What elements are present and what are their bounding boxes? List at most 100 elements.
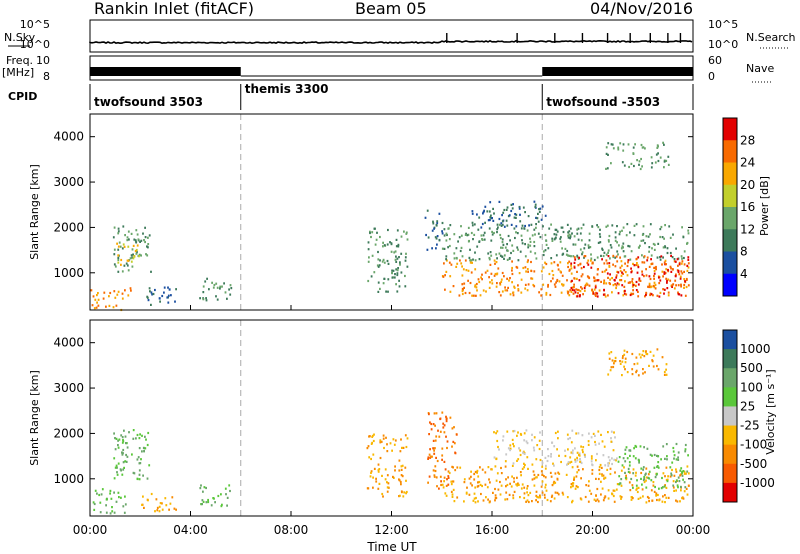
echo-cell — [377, 470, 380, 473]
echo-cell — [481, 222, 484, 226]
echo-cell — [570, 486, 572, 489]
echo-cell — [580, 286, 582, 289]
echo-cell — [501, 271, 504, 275]
echo-cell — [595, 459, 597, 462]
echo-cell — [607, 373, 610, 376]
echo-cell — [669, 236, 672, 239]
echo-cell — [523, 227, 526, 230]
echo-cell — [553, 464, 555, 467]
echo-cell — [150, 291, 153, 294]
echo-cell — [383, 446, 385, 450]
echo-cell — [676, 258, 679, 261]
echo-cell — [121, 292, 124, 295]
echo-cell — [633, 363, 636, 366]
echo-cell — [578, 256, 580, 259]
echo-cell — [476, 471, 478, 474]
echo-cell — [169, 502, 172, 505]
echo-cell — [644, 147, 646, 150]
echo-cell — [569, 235, 572, 238]
echo-cell — [485, 290, 487, 293]
echo-cell — [436, 485, 438, 488]
echo-cell — [619, 495, 622, 498]
echo-cell — [624, 262, 626, 265]
echo-cell — [463, 481, 466, 484]
echo-cell — [382, 495, 384, 498]
echo-cell — [539, 496, 542, 499]
echo-cell — [684, 294, 687, 297]
echo-cell — [138, 473, 141, 476]
echo-cell — [96, 492, 98, 495]
echo-cell — [569, 237, 571, 240]
echo-cell — [435, 412, 438, 415]
echo-cell — [517, 259, 520, 262]
echo-cell — [121, 247, 124, 250]
echo-cell — [658, 282, 661, 285]
echo-cell — [539, 207, 542, 210]
echo-cell — [141, 434, 143, 437]
echo-cell — [605, 253, 608, 256]
echo-cell — [665, 496, 668, 499]
echo-cell — [617, 271, 620, 274]
echo-cell — [512, 203, 514, 206]
echo-cell — [439, 475, 442, 478]
echo-cell — [615, 255, 618, 258]
echo-cell — [536, 444, 539, 447]
echo-cell — [603, 279, 606, 282]
echo-cell — [376, 231, 378, 234]
echo-cell — [463, 500, 465, 503]
echo-cell — [216, 298, 219, 301]
echo-cell — [584, 495, 587, 499]
echo-cell — [568, 254, 571, 257]
echo-cell — [624, 255, 627, 258]
echo-cell — [609, 282, 611, 286]
echo-cell — [602, 293, 605, 296]
echo-cell — [474, 285, 476, 288]
echo-cell — [511, 207, 514, 210]
echo-cell — [461, 287, 464, 291]
echo-cell — [582, 223, 585, 226]
echo-cell — [447, 246, 449, 249]
echo-cell — [566, 249, 569, 253]
echo-cell — [459, 259, 461, 262]
echo-cell — [434, 469, 437, 473]
echo-cell — [445, 415, 447, 418]
echo-cell — [499, 233, 502, 237]
echo-cell — [568, 294, 571, 297]
echo-cell — [494, 272, 497, 276]
echo-cell — [635, 223, 638, 226]
echo-cell — [683, 278, 686, 281]
echo-cell — [370, 457, 372, 461]
echo-cell — [511, 266, 513, 270]
echo-cell — [551, 494, 554, 497]
echo-cell — [578, 279, 581, 282]
echo-cell — [138, 447, 141, 450]
echo-cell — [512, 462, 515, 465]
echo-cell — [461, 265, 463, 268]
echo-cell — [646, 447, 649, 450]
echo-cell — [667, 475, 669, 478]
echo-cell — [645, 476, 648, 479]
echo-cell — [456, 496, 459, 499]
echo-cell — [204, 280, 207, 283]
echo-cell — [652, 284, 655, 287]
echo-cell — [91, 304, 94, 307]
echo-cell — [653, 453, 656, 457]
echo-cell — [642, 468, 644, 471]
echo-cell — [520, 278, 523, 281]
echo-cell — [603, 477, 606, 480]
echo-cell — [600, 433, 602, 436]
echo-cell — [489, 263, 492, 266]
echo-cell — [534, 205, 537, 208]
echo-cell — [551, 239, 554, 242]
echo-cell — [675, 499, 677, 502]
echo-cell — [687, 266, 690, 269]
echo-cell — [606, 468, 609, 471]
echo-cell — [570, 255, 572, 258]
echo-cell — [584, 454, 586, 457]
echo-cell — [643, 261, 646, 264]
echo-cell — [516, 232, 519, 235]
echo-cell — [471, 484, 473, 487]
echo-cell — [651, 360, 654, 363]
echo-cell — [378, 482, 381, 485]
x-axis-label: Time UT — [366, 540, 417, 554]
